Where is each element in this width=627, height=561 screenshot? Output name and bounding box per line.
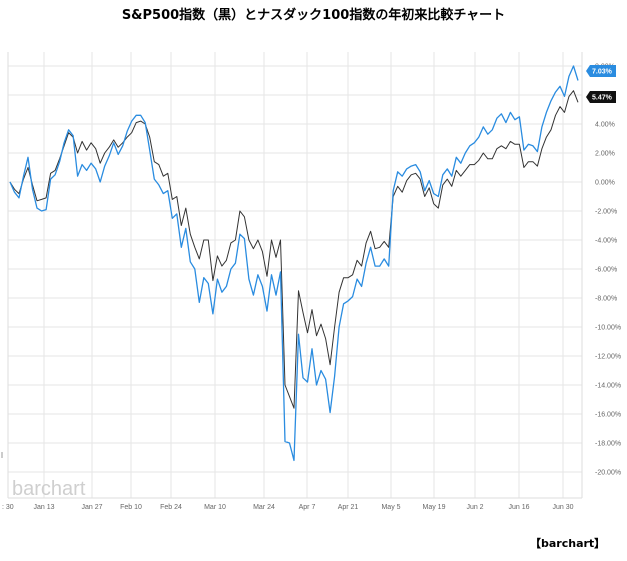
x-tick-label: : 30 xyxy=(2,504,14,511)
x-axis-ticks: : 30 Jan 13 Jan 27 Feb 10 Feb 24 Mar 10 Mar 24… xyxy=(2,504,574,511)
series-lines xyxy=(9,65,579,462)
y-tick-label: 0.00% xyxy=(595,180,615,187)
y-tick-label: -20.00% xyxy=(595,470,621,477)
x-tick-label: May 5 xyxy=(381,504,400,511)
x-tick-label: May 19 xyxy=(423,504,446,511)
y-tick-label: -8.00% xyxy=(595,296,617,303)
y-tick-label: -4.00% xyxy=(595,238,617,245)
source-label: 【barchart】 xyxy=(530,537,606,550)
grid-lines xyxy=(7,52,583,499)
y-axis-ticks: 8.00%6.00%4.00%2.00%0.00%-2.00%-4.00%-6.… xyxy=(595,64,621,477)
y-tick-label: -12.00% xyxy=(595,354,621,361)
y-tick-label: -16.00% xyxy=(595,412,621,419)
x-tick-label: Apr 21 xyxy=(338,504,359,511)
watermark-text: barchart xyxy=(12,478,86,500)
x-tick-label: Feb 10 xyxy=(120,504,142,511)
chart-title: S&P500指数（黒）とナスダック100指数の年初来比較チャート xyxy=(121,8,506,23)
y-tick-label: 4.00% xyxy=(595,122,615,129)
spx-series-line xyxy=(9,90,579,409)
last-value-text: 5.47% xyxy=(592,95,613,102)
y-tick-label: 2.00% xyxy=(595,151,615,158)
last-value-badges: 7.03% 5.47% xyxy=(586,65,616,103)
ndx-series-line xyxy=(9,65,579,462)
x-tick-label: Jun 2 xyxy=(466,504,483,511)
y-tick-label: -18.00% xyxy=(595,441,621,448)
y-tick-label: -14.00% xyxy=(595,383,621,390)
x-tick-label: Mar 10 xyxy=(204,504,226,511)
x-tick-label: Jan 13 xyxy=(33,504,54,511)
y-tick-label: -6.00% xyxy=(595,267,617,274)
y-tick-label: -10.00% xyxy=(595,325,621,332)
x-tick-label: Jun 16 xyxy=(508,504,529,511)
x-tick-label: Jun 30 xyxy=(552,504,573,511)
x-tick-label: Jan 27 xyxy=(81,504,102,511)
spx-last-value-badge: 5.47% xyxy=(586,91,616,103)
x-tick-label: Mar 24 xyxy=(253,504,275,511)
ndx-last-value-badge: 7.03% xyxy=(586,65,616,77)
y-tick-label: -2.00% xyxy=(595,209,617,216)
x-tick-label: Apr 7 xyxy=(299,504,316,511)
x-tick-label: Feb 24 xyxy=(160,504,182,511)
last-value-text: 7.03% xyxy=(592,69,613,76)
